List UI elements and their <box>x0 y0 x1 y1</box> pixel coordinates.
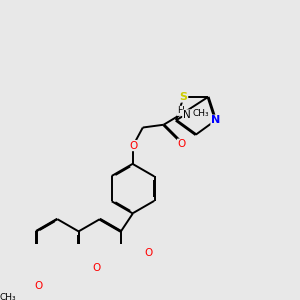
Text: O: O <box>178 139 186 149</box>
Text: O: O <box>129 141 137 151</box>
Text: CH₃: CH₃ <box>0 293 16 300</box>
Text: O: O <box>145 248 153 258</box>
Text: N: N <box>211 115 220 125</box>
Text: O: O <box>93 263 101 273</box>
Text: S: S <box>180 92 188 102</box>
Text: CH₃: CH₃ <box>193 109 209 118</box>
Text: O: O <box>34 280 43 291</box>
Text: N: N <box>183 110 190 120</box>
Text: H: H <box>177 106 184 116</box>
